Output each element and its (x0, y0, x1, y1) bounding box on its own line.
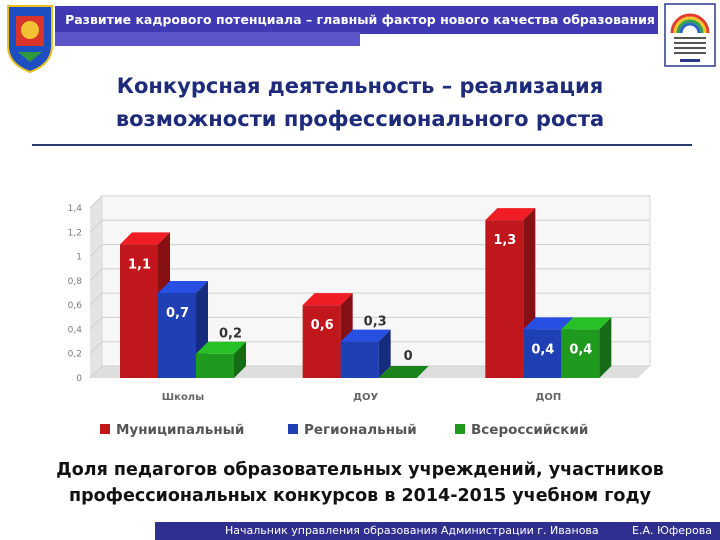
y-tick-label: 1,2 (68, 228, 82, 238)
bar-top (561, 317, 612, 330)
gridline (89, 365, 650, 379)
bar (302, 305, 341, 378)
chart-side-wall (90, 196, 102, 378)
y-tick-label: 1 (76, 253, 82, 263)
header-accent-strip (55, 32, 360, 46)
title-line-2: возможности профессионального роста (115, 107, 605, 131)
page-title: Конкурсная деятельность – реализация воз… (40, 70, 680, 136)
legend-swatch (288, 424, 298, 434)
bar-top (340, 329, 391, 342)
gridline (89, 268, 650, 282)
bar (378, 366, 429, 378)
bar-side (378, 329, 391, 378)
bar-side (234, 341, 246, 378)
y-tick-label: 0,4 (68, 325, 83, 335)
gridline (89, 341, 650, 355)
y-tick-label: 1,4 (68, 204, 83, 214)
title-divider (32, 144, 692, 146)
data-label: 0,4 (569, 342, 592, 357)
bar-top (158, 281, 208, 293)
bar-chart: 0 0,2 0,4 0,6 0,8 1 1,2 1,4 1,1 0,7 0,2 Школы 0,6 0,3… (68, 195, 651, 438)
bar (561, 329, 600, 378)
bar-top (120, 232, 170, 245)
bar (485, 220, 524, 378)
header-text: Развитие кадрового потенциала – главный … (65, 12, 655, 27)
bar-top (196, 341, 246, 354)
title-line-1: Конкурсная деятельность – реализация (116, 74, 604, 98)
chart-caption: Доля педагогов образовательных учреждени… (20, 457, 700, 509)
gridline (89, 219, 650, 233)
bar-top (302, 293, 353, 306)
data-label: 1,3 (493, 233, 516, 248)
y-tick-label: 0,6 (68, 301, 83, 311)
legend-swatch (455, 424, 465, 434)
caption-line-2: профессиональных конкурсов в 2014-2015 у… (68, 486, 651, 506)
data-label: 0,4 (531, 342, 554, 357)
data-label: 0 (404, 349, 413, 364)
x-category-label: ДОП (535, 392, 561, 403)
city-crest-icon (7, 5, 53, 74)
gridline (89, 244, 650, 257)
bar-top (523, 317, 574, 330)
bar (196, 353, 234, 378)
caption-line-1: Доля педагогов образовательных учреждени… (56, 460, 664, 480)
gridline (89, 195, 650, 209)
bar (523, 329, 562, 378)
y-tick-label: 0,8 (68, 277, 83, 287)
legend-label: Всероссийский (471, 422, 588, 438)
footer-bar (155, 522, 720, 540)
y-tick-label: 0 (76, 374, 82, 384)
data-label: 0,6 (311, 318, 334, 333)
x-category-label: ДОУ (353, 392, 378, 403)
bar-top (485, 208, 536, 221)
legend-label: Региональный (304, 422, 417, 438)
gridline (89, 316, 650, 330)
bar (340, 341, 379, 378)
x-category-label: Школы (162, 392, 204, 403)
bar (158, 293, 196, 378)
data-label: 1,1 (128, 257, 151, 272)
footer-text: Начальник управления образования Админис… (225, 524, 599, 537)
data-label: 0,3 (364, 315, 387, 330)
bar (120, 244, 158, 378)
data-label: 0,2 (219, 327, 242, 342)
legend-label: Муниципальный (116, 422, 244, 438)
education-department-logo-icon (664, 3, 716, 67)
gridline (89, 292, 650, 306)
legend-swatch (100, 424, 110, 434)
y-tick-label: 0,2 (68, 350, 82, 360)
data-label: 0,7 (166, 306, 189, 321)
header-bar (55, 6, 658, 34)
bar-side (599, 317, 612, 378)
footer-author: Е.А. Юферова (632, 524, 712, 537)
